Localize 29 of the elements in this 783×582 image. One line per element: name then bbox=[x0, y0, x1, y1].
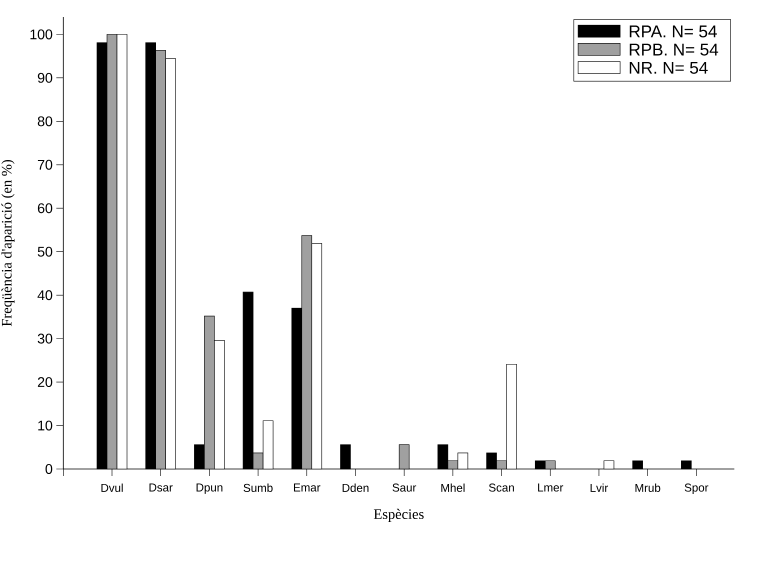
y-tick-label: 60 bbox=[38, 203, 52, 214]
x-tick-label: Emar bbox=[294, 484, 320, 492]
legend-label: RPA. N= 54 bbox=[630, 26, 717, 38]
x-tick-label: Lvir bbox=[590, 484, 608, 492]
x-tick-label: Lmer bbox=[538, 484, 564, 492]
x-tick-label: Mrub bbox=[635, 484, 660, 492]
y-tick-label: 40 bbox=[38, 290, 52, 300]
x-tick-label: Scan bbox=[488, 484, 514, 492]
legend-label: RPB. N= 54 bbox=[630, 44, 718, 56]
x-tick-label: Sumb bbox=[244, 484, 273, 492]
y-tick-label: 70 bbox=[38, 160, 52, 170]
y-tick-label: 10 bbox=[38, 420, 52, 430]
x-tick-label: Dsar bbox=[150, 484, 173, 492]
legend-label: NR. N= 54 bbox=[630, 62, 708, 74]
y-tick-label: 90 bbox=[38, 72, 52, 83]
y-tick-label: 0 bbox=[46, 464, 52, 474]
y-tick-label: 50 bbox=[38, 246, 52, 257]
x-tick-label: Dpun bbox=[196, 484, 222, 494]
y-tick-label: 80 bbox=[38, 116, 52, 126]
y-axis-title: Freqüència d'aparició (en %) bbox=[1, 160, 15, 326]
x-tick-label: Dden bbox=[342, 484, 368, 492]
x-axis-title: Espècies bbox=[374, 508, 424, 522]
x-tick-label: Spor bbox=[684, 484, 708, 494]
y-tick-label: 20 bbox=[38, 377, 52, 388]
y-tick-label: 30 bbox=[38, 334, 52, 344]
x-tick-label: Mhel bbox=[441, 484, 465, 492]
x-tick-label: Saur bbox=[392, 484, 416, 492]
y-tick-label: 100 bbox=[30, 29, 52, 40]
x-tick-label: Dvul bbox=[101, 484, 123, 492]
